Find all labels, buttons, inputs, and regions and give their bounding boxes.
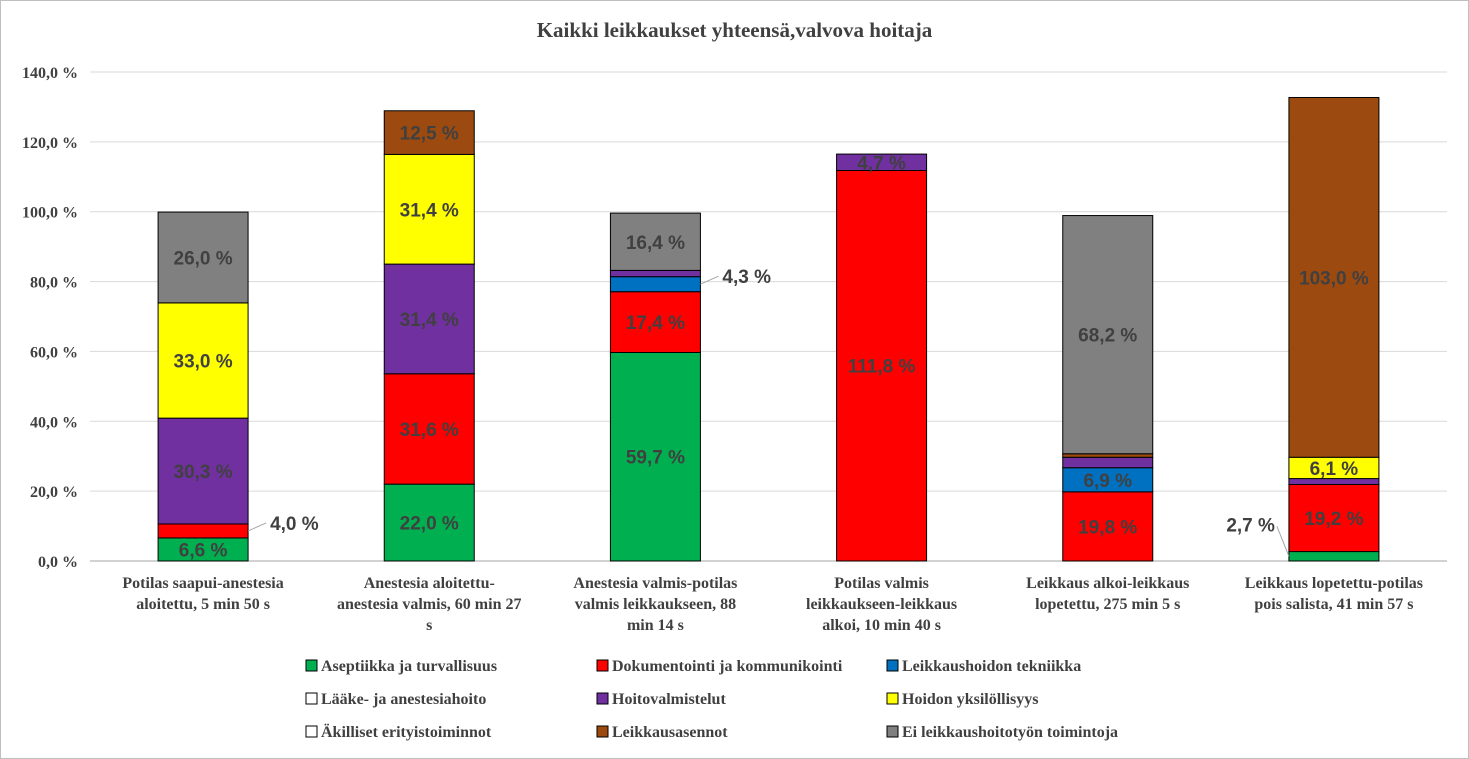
bar-segment bbox=[157, 302, 249, 419]
bar-segment bbox=[1062, 456, 1154, 469]
legend-label: Hoitovalmistelut bbox=[612, 691, 726, 708]
gridlines bbox=[90, 71, 1447, 562]
bar-segment bbox=[1288, 484, 1380, 553]
category-label: leikkaukseen-leikkaus bbox=[806, 596, 957, 613]
bar-segment bbox=[157, 211, 249, 304]
legend: Aseptiikka ja turvallisuus Dokumentointi … bbox=[305, 658, 1118, 741]
legend-swatch bbox=[596, 692, 609, 705]
data-label: 22,0 % bbox=[400, 514, 459, 535]
bar-segment bbox=[1062, 215, 1154, 455]
category-label: valmis leikkaukseen, 88 bbox=[575, 596, 736, 613]
data-label: 17,4 % bbox=[626, 313, 685, 334]
chart-title: Kaikki leikkaukset yhteensä,valvova hoit… bbox=[536, 18, 933, 42]
legend-swatch bbox=[596, 725, 609, 738]
data-label: 6,6 % bbox=[179, 540, 228, 561]
category-label: Anestesia aloitettu- bbox=[364, 575, 495, 592]
bar-segment bbox=[1288, 551, 1380, 562]
bar-segment bbox=[609, 291, 701, 353]
bar-segment bbox=[383, 153, 475, 265]
category-label: aloitettu, 5 min 50 s bbox=[136, 596, 270, 613]
data-label: 6,9 % bbox=[1083, 471, 1132, 492]
legend-label: Dokumentointi ja kommunikointi bbox=[612, 658, 843, 675]
legend-label: Äkilliset erityistoiminnot bbox=[321, 723, 492, 741]
data-label: 111,8 % bbox=[848, 357, 916, 378]
data-label: 33,0 % bbox=[174, 352, 233, 373]
bar-segment bbox=[383, 110, 475, 155]
data-label: 68,2 % bbox=[1078, 326, 1137, 347]
data-label: 30,3 % bbox=[174, 462, 233, 483]
y-tick-label: 120,0 % bbox=[22, 135, 78, 152]
category-label: min 14 s bbox=[627, 617, 684, 634]
y-tick-label: 0,0 % bbox=[38, 554, 78, 571]
legend-label: Ei leikkaushoitotyön toimintoja bbox=[902, 724, 1118, 741]
legend-swatch bbox=[886, 659, 899, 672]
category-label: Anestesia valmis-potilas bbox=[573, 575, 737, 592]
legend-swatch bbox=[305, 692, 318, 705]
legend-label: Lääke- ja anestesiahoito bbox=[321, 691, 486, 708]
data-label: 59,7 % bbox=[626, 448, 685, 469]
bar-segment bbox=[157, 417, 249, 525]
bar-segment bbox=[383, 373, 475, 485]
data-label: 31,4 % bbox=[400, 310, 459, 331]
data-label: 19,2 % bbox=[1304, 509, 1363, 530]
bar-segment bbox=[836, 153, 928, 171]
y-tick-label: 60,0 % bbox=[30, 344, 78, 361]
bar-segment bbox=[1288, 96, 1380, 458]
y-tick-label: 20,0 % bbox=[30, 484, 78, 501]
data-label: 26,0 % bbox=[174, 248, 233, 269]
category-label: s bbox=[426, 617, 432, 634]
category-label: Leikkaus alkoi-leikkaus bbox=[1026, 575, 1189, 592]
y-tick-label: 100,0 % bbox=[22, 205, 78, 222]
data-label: 2,7 % bbox=[1226, 515, 1275, 536]
data-labels: 6,6 % 4,0 % 30,3 % 33,0 % 26,0 % 22,0 % 31,6 %… bbox=[174, 124, 1369, 562]
legend-label: Leikkausasennot bbox=[612, 724, 728, 741]
leader-line bbox=[1276, 526, 1290, 557]
bar-segment bbox=[1062, 453, 1154, 458]
category-label: Potilas saapui-anestesia bbox=[122, 575, 283, 592]
bar-segment bbox=[609, 351, 701, 562]
legend-swatch bbox=[596, 659, 609, 672]
bar-segment bbox=[157, 523, 249, 539]
legend-swatch bbox=[886, 725, 899, 738]
category-label: lopetettu, 275 min 5 s bbox=[1035, 596, 1180, 613]
data-label: 4,0 % bbox=[270, 514, 319, 535]
bar-segment bbox=[609, 276, 701, 293]
bar-segment bbox=[383, 263, 475, 375]
y-tick-label: 140,0 % bbox=[22, 65, 78, 82]
bar-segment bbox=[1062, 467, 1154, 493]
data-label: 103,0 % bbox=[1299, 268, 1369, 289]
data-label: 4,7 % bbox=[857, 153, 906, 174]
category-label: alkoi, 10 min 40 s bbox=[822, 617, 941, 634]
category-label: anestesia valmis, 60 min 27 bbox=[337, 596, 521, 613]
data-label: 31,4 % bbox=[400, 200, 459, 221]
data-label: 31,6 % bbox=[400, 420, 459, 441]
data-label: 12,5 % bbox=[400, 124, 459, 145]
legend-label: Aseptiikka ja turvallisuus bbox=[321, 658, 497, 675]
category-label: Leikkaus lopetettu-potilas bbox=[1245, 575, 1423, 592]
data-label: 6,1 % bbox=[1310, 459, 1359, 480]
legend-swatch bbox=[886, 692, 899, 705]
legend-label: Hoidon yksilöllisyys bbox=[902, 691, 1039, 708]
leader-line bbox=[700, 275, 719, 285]
data-label: 19,8 % bbox=[1078, 517, 1137, 538]
leader-line bbox=[247, 522, 267, 532]
bar-segment bbox=[1062, 491, 1154, 562]
category-label: Potilas valmis bbox=[834, 575, 929, 592]
bar-segment bbox=[609, 212, 701, 271]
bars bbox=[157, 96, 1380, 562]
legend-label: Leikkaushoidon tekniikka bbox=[902, 658, 1081, 675]
y-tick-label: 80,0 % bbox=[30, 275, 78, 292]
category-label: pois salista, 41 min 57 s bbox=[1254, 596, 1413, 613]
legend-swatch bbox=[305, 659, 318, 672]
x-axis: Potilas saapui-anestesia aloitettu, 5 min… bbox=[122, 575, 1423, 634]
data-label: 16,4 % bbox=[626, 233, 685, 254]
data-label: 4,3 % bbox=[722, 267, 771, 288]
legend-swatch bbox=[305, 725, 318, 738]
y-axis: 0,0 % 20,0 % 40,0 % 60,0 % 80,0 % 100,0 % 120,… bbox=[22, 65, 78, 571]
y-tick-label: 40,0 % bbox=[30, 414, 78, 431]
bar-segment bbox=[609, 269, 701, 278]
bar-segment bbox=[383, 483, 475, 562]
